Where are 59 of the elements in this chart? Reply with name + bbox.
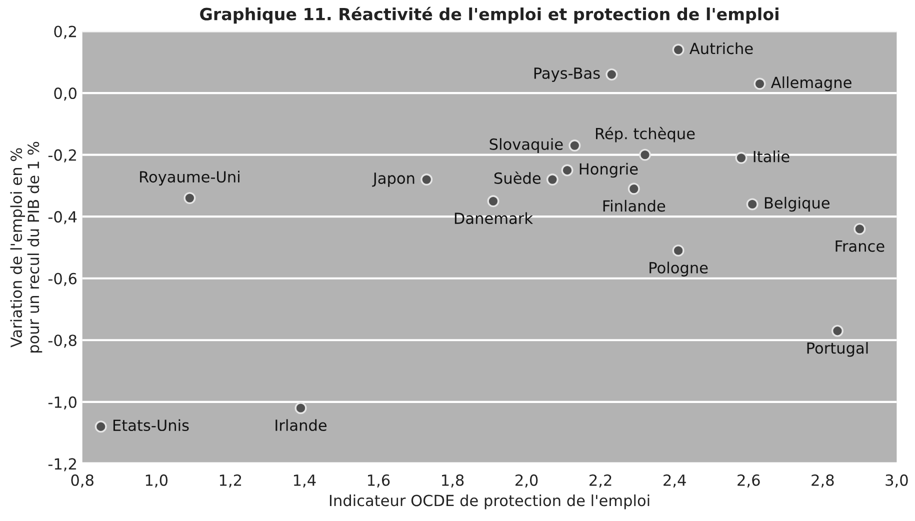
y-tick-label: -0,6 <box>48 272 77 286</box>
y-tick-label: 0,0 <box>54 88 76 101</box>
y-tick-label: -1,0 <box>48 396 76 410</box>
annotation: Pays-Bas <box>534 68 600 82</box>
x-tick-label: 1,4 <box>294 474 316 488</box>
annotation: Allemagne <box>770 76 852 92</box>
point <box>746 198 758 210</box>
point <box>487 195 500 208</box>
annotation: Finlande <box>603 200 666 212</box>
point <box>672 244 684 257</box>
annotation: Belgique <box>764 196 830 212</box>
chart-title: Graphique 11. Réactivité de l'emploi et protection de l'emploi <box>200 6 778 24</box>
x-tick-label: 2,4 <box>664 474 686 488</box>
y-tick-label: 0,2 <box>54 26 76 39</box>
point <box>294 402 307 414</box>
y-tick-label: -0,2 <box>48 149 76 162</box>
point <box>735 152 748 164</box>
point <box>561 164 574 176</box>
point <box>672 44 684 56</box>
x-tick-label: 1,0 <box>146 474 168 488</box>
point <box>639 148 651 161</box>
point <box>606 68 618 80</box>
x-axis-title: Indicateur OCDE de protection de l'emploi <box>330 494 650 510</box>
annotation: Irlande <box>276 419 327 432</box>
annotation: France <box>836 240 884 252</box>
point <box>420 174 433 186</box>
y-tick-label: -0,4 <box>48 211 77 224</box>
annotation: Royaume-Uni <box>140 170 240 186</box>
point <box>854 222 866 235</box>
annotation: Danemark <box>454 212 533 224</box>
x-tick-label: 2,0 <box>516 474 538 488</box>
y-axis-title: Variation de l'emploi en % pour un recul du PIB de 1 % <box>10 142 42 353</box>
point <box>568 140 581 152</box>
point <box>754 78 766 90</box>
point <box>831 324 844 337</box>
annotation: Slovaquie <box>490 138 563 153</box>
y-tick-label: -1,2 <box>48 458 76 472</box>
x-tick-label: 3,0 <box>886 474 908 488</box>
annotation: Etats-Unis <box>113 419 189 432</box>
point <box>628 182 640 195</box>
x-tick-label: 2,8 <box>812 474 834 488</box>
x-tick-label: 1,2 <box>220 474 242 488</box>
annotation: Hongrie <box>580 162 638 178</box>
x-tick-label: 2,2 <box>590 474 612 488</box>
annotation: Suède <box>494 172 541 184</box>
x-tick-label: 1,8 <box>442 474 464 488</box>
annotation: Italie <box>754 150 790 162</box>
annotation: Autriche <box>690 42 753 54</box>
point <box>184 192 196 204</box>
annotation: Japon <box>372 172 414 187</box>
x-tick-label: 0,8 <box>71 474 94 488</box>
annotation: Portugal <box>807 342 868 357</box>
x-tick-label: 1,6 <box>368 474 390 488</box>
point <box>94 420 107 433</box>
point <box>546 174 558 186</box>
annotation: Rép. tchèque <box>596 126 695 142</box>
annotation: Pologne <box>650 262 708 276</box>
x-tick-label: 2,6 <box>738 474 760 488</box>
y-tick-label: -0,8 <box>48 334 76 348</box>
